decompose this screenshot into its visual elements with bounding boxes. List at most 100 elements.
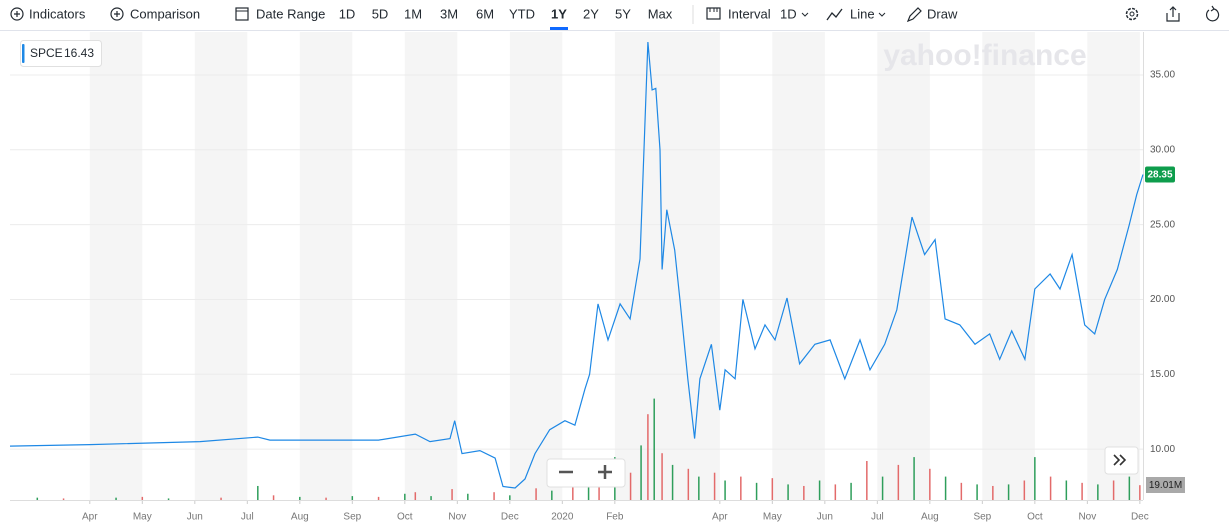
y-tick-label: 10.00 <box>1150 444 1175 455</box>
volume-bar <box>724 480 726 500</box>
volume-bar <box>913 457 915 500</box>
x-tick-label: Jul <box>241 512 254 523</box>
settings-button[interactable] <box>1125 7 1139 21</box>
volume-bar <box>299 496 301 500</box>
x-tick-label: Feb <box>606 512 624 523</box>
indicators-button[interactable]: Indicators <box>10 6 86 21</box>
zoom-controls <box>546 458 626 488</box>
draw-label: Draw <box>927 6 958 21</box>
volume-bar <box>1023 480 1026 500</box>
volume-bar <box>1049 476 1052 500</box>
scroll-latest-button[interactable] <box>1104 446 1139 475</box>
x-tick-label: Dec <box>1131 512 1149 523</box>
volume-bar <box>629 472 632 500</box>
legend-symbol: SPCE <box>30 46 63 60</box>
y-tick-label: 25.00 <box>1150 219 1175 230</box>
range-button[interactable]: YTD <box>509 6 535 21</box>
range-button[interactable]: 6M <box>476 6 494 21</box>
watermark: yahoo!finance <box>883 39 1086 72</box>
interval-button[interactable]: Interval 1D <box>706 6 809 21</box>
x-tick-label: Sep <box>973 512 991 523</box>
y-tick-label: 15.00 <box>1150 369 1175 380</box>
volume-bar <box>1007 484 1010 500</box>
volume-bar <box>1139 485 1141 500</box>
volume-bar <box>647 414 649 500</box>
last-price-bg <box>1145 166 1175 183</box>
range-button[interactable]: 2Y <box>583 6 599 21</box>
x-tick-label: Oct <box>397 512 413 523</box>
x-tick-label: Dec <box>501 512 519 523</box>
comparison-label: Comparison <box>130 6 200 21</box>
volume-bar <box>115 497 117 500</box>
range-button[interactable]: 3M <box>440 6 458 21</box>
reset-button[interactable] <box>1205 5 1220 22</box>
volume-bar <box>36 497 39 500</box>
volume-bar <box>866 461 868 500</box>
range-button[interactable]: 1Y <box>551 6 567 21</box>
x-tick-label: Nov <box>448 512 466 523</box>
range-button[interactable]: 1D <box>339 6 356 21</box>
volume-bar <box>640 445 642 500</box>
volume-bar <box>698 476 700 500</box>
y-tick-label: 35.00 <box>1150 70 1175 81</box>
volume-bar <box>713 472 716 500</box>
x-tick-label: Apr <box>82 512 98 523</box>
comparison-button[interactable]: Comparison <box>110 6 200 21</box>
month-band <box>614 32 720 500</box>
volume-bar <box>535 488 537 500</box>
month-bands <box>10 32 1143 500</box>
volume-bar <box>803 485 805 500</box>
x-tick-label: Apr <box>712 512 728 523</box>
volume-bar <box>992 485 994 500</box>
volume-bar <box>834 484 837 500</box>
x-tick-label: May <box>763 512 782 523</box>
grid: Apr May Jun Jul Aug Sep Oct Nov Dec 2020 Feb Apr May… <box>10 32 1175 523</box>
month-band <box>772 32 825 500</box>
range-button[interactable]: Max <box>648 6 673 21</box>
volume-bar <box>944 476 947 500</box>
last-price-label: 28.35 <box>1147 170 1172 181</box>
month-band <box>299 32 353 500</box>
volume-bar <box>167 498 170 500</box>
month-band <box>404 32 458 500</box>
range-button[interactable]: 1M <box>404 6 422 21</box>
x-tick-label: Sep <box>343 512 361 523</box>
month-band <box>194 32 248 500</box>
volume-bar <box>257 485 259 500</box>
volume-bar <box>62 498 65 500</box>
volume-bar <box>1128 476 1131 500</box>
volume-bar <box>414 492 417 500</box>
volume-label: 19.01M <box>1149 480 1182 491</box>
volume-bar <box>141 496 144 500</box>
indicators-label: Indicators <box>29 6 86 21</box>
range-selected-underline <box>550 27 568 30</box>
x-tick-label: Jul <box>871 512 884 523</box>
volume-bar <box>220 497 222 500</box>
volume-bar <box>740 476 742 500</box>
range-buttons: 1D 5D 1M 3M 6M YTD 1Y 2Y 5Y Max <box>339 6 673 30</box>
x-tick-label: Oct <box>1027 512 1043 523</box>
chart-type-button[interactable]: Line <box>826 6 886 21</box>
interval-label: Interval <box>728 6 771 21</box>
month-band <box>1087 32 1140 500</box>
volume-bar <box>897 464 900 500</box>
range-button[interactable]: 5D <box>372 6 389 21</box>
legend: SPCE 16.43 <box>20 40 102 67</box>
volume-bar <box>572 480 574 500</box>
volume-bar <box>325 497 327 500</box>
interval-value: 1D <box>780 6 797 21</box>
draw-button[interactable]: Draw <box>906 6 958 23</box>
share-button[interactable] <box>1166 6 1180 22</box>
date-range-button[interactable]: Date Range <box>235 6 325 21</box>
volume-bar <box>351 496 354 500</box>
month-band <box>982 32 1035 500</box>
volume-bar <box>272 495 275 500</box>
zoom-in[interactable] <box>598 465 612 479</box>
y-tick-label: 30.00 <box>1150 144 1175 155</box>
x-tick-label: Jun <box>817 512 833 523</box>
volume-bar <box>771 478 774 500</box>
volume-bar <box>687 468 690 500</box>
volume-label-bg <box>1146 477 1185 493</box>
range-button[interactable]: 5Y <box>615 6 631 21</box>
